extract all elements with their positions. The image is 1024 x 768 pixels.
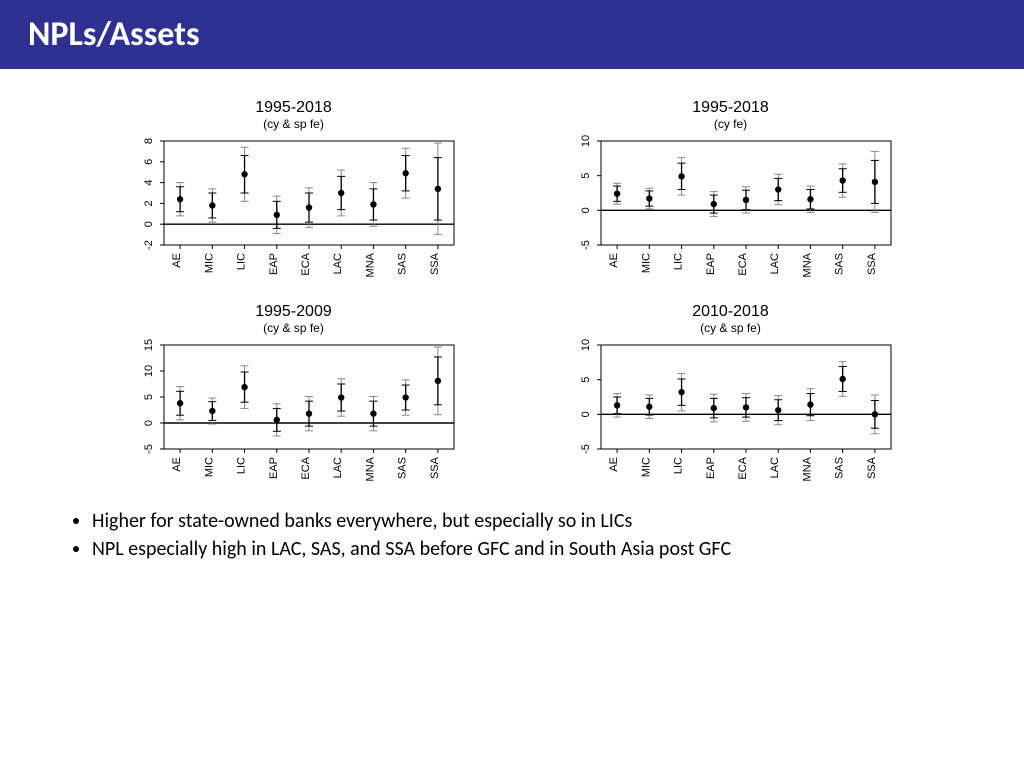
chart-title: 1995-2018: [692, 99, 769, 117]
svg-text:EAP: EAP: [267, 457, 279, 479]
svg-text:0: 0: [143, 420, 155, 426]
chart-panel-0: 1995-2018(cy & sp fe) -2 0 2 4 6 8 AE MIC LIC EAP E…: [90, 99, 497, 283]
chart-subtitle: (cy & sp fe): [263, 117, 324, 131]
bullet-item: Higher for state-owned banks everywhere,…: [92, 509, 984, 533]
chart-svg: -5 0 5 10 AE MIC LIC EAP ECA LAC MNA SAS SSA: [561, 337, 901, 487]
svg-text:5: 5: [580, 173, 592, 179]
svg-text:EAP: EAP: [704, 457, 716, 479]
svg-text:SAS: SAS: [833, 253, 845, 275]
svg-text:15: 15: [143, 339, 155, 351]
svg-text:AE: AE: [171, 253, 183, 268]
svg-text:LIC: LIC: [235, 457, 247, 474]
svg-text:MIC: MIC: [203, 253, 215, 273]
slide-title: NPLs/Assets: [28, 14, 200, 55]
svg-text:ECA: ECA: [300, 252, 312, 275]
chart-panel-2: 1995-2009(cy & sp fe) -5 0 5 10 15 AE MIC LIC EAP…: [90, 303, 497, 487]
svg-text:LAC: LAC: [769, 253, 781, 274]
chart-subtitle: (cy & sp fe): [263, 321, 324, 335]
svg-text:MNA: MNA: [364, 456, 376, 481]
svg-text:ECA: ECA: [737, 456, 749, 479]
svg-text:MNA: MNA: [801, 252, 813, 277]
chart-title: 1995-2018: [255, 99, 332, 117]
charts-grid: 1995-2018(cy & sp fe)-202468AEMICLICEAPE…: [0, 69, 1024, 497]
chart-svg: -2 0 2 4 6 8 AE MIC LIC EAP ECA LAC MNA SAS SSA: [124, 133, 464, 283]
chart-title: 1995-2009: [255, 303, 332, 321]
svg-text:SSA: SSA: [865, 252, 877, 275]
svg-text:10: 10: [143, 365, 155, 377]
svg-text:LIC: LIC: [672, 253, 684, 270]
svg-text:LIC: LIC: [672, 457, 684, 474]
svg-text:SSA: SSA: [865, 456, 877, 479]
svg-text:SSA: SSA: [428, 456, 440, 479]
chart-panel-1: 1995-2018(cy fe) -5 0 5 10 AE MIC LIC EAP ECA LAC M…: [527, 99, 934, 283]
chart-subtitle: (cy fe): [714, 117, 747, 131]
svg-text:LAC: LAC: [769, 457, 781, 478]
svg-text:AE: AE: [171, 457, 183, 472]
bullet-list: Higher for state-owned banks everywhere,…: [0, 497, 1024, 561]
svg-text:2: 2: [143, 200, 155, 206]
svg-text:EAP: EAP: [704, 253, 716, 275]
svg-text:MIC: MIC: [203, 457, 215, 477]
svg-text:-5: -5: [143, 444, 155, 454]
svg-text:SAS: SAS: [396, 253, 408, 275]
svg-text:MIC: MIC: [640, 457, 652, 477]
svg-text:4: 4: [143, 180, 155, 186]
svg-text:SAS: SAS: [833, 457, 845, 479]
slide-header: NPLs/Assets: [0, 0, 1024, 69]
svg-text:LIC: LIC: [235, 253, 247, 270]
svg-text:MIC: MIC: [640, 253, 652, 273]
svg-text:LAC: LAC: [332, 253, 344, 274]
svg-text:10: 10: [580, 135, 592, 147]
svg-text:5: 5: [580, 377, 592, 383]
svg-text:5: 5: [143, 394, 155, 400]
chart-subtitle: (cy & sp fe): [700, 321, 761, 335]
bullet-item: NPL especially high in LAC, SAS, and SSA…: [92, 537, 984, 561]
svg-text:EAP: EAP: [267, 253, 279, 275]
svg-text:10: 10: [580, 339, 592, 351]
chart-panel-3: 2010-2018(cy & sp fe) -5 0 5 10 AE MIC LIC EAP EC…: [527, 303, 934, 487]
svg-text:AE: AE: [608, 253, 620, 268]
svg-text:6: 6: [143, 159, 155, 165]
svg-text:MNA: MNA: [364, 252, 376, 277]
chart-svg: -5 0 5 10 AE MIC LIC EAP ECA LAC MNA SAS SSA: [561, 133, 901, 283]
svg-text:-5: -5: [580, 444, 592, 454]
chart-svg: -5 0 5 10 15 AE MIC LIC EAP ECA LAC MNA SAS SSA: [124, 337, 464, 487]
svg-text:0: 0: [580, 411, 592, 417]
svg-text:AE: AE: [608, 457, 620, 472]
svg-text:SAS: SAS: [396, 457, 408, 479]
chart-title: 2010-2018: [692, 303, 769, 321]
svg-text:SSA: SSA: [428, 252, 440, 275]
bullets-ul: Higher for state-owned banks everywhere,…: [70, 509, 984, 561]
svg-text:-2: -2: [143, 240, 155, 250]
svg-text:8: 8: [143, 138, 155, 144]
svg-text:ECA: ECA: [737, 252, 749, 275]
svg-text:0: 0: [143, 221, 155, 227]
svg-text:-5: -5: [580, 240, 592, 250]
svg-text:MNA: MNA: [801, 456, 813, 481]
svg-text:ECA: ECA: [300, 456, 312, 479]
svg-text:LAC: LAC: [332, 457, 344, 478]
svg-text:0: 0: [580, 207, 592, 213]
